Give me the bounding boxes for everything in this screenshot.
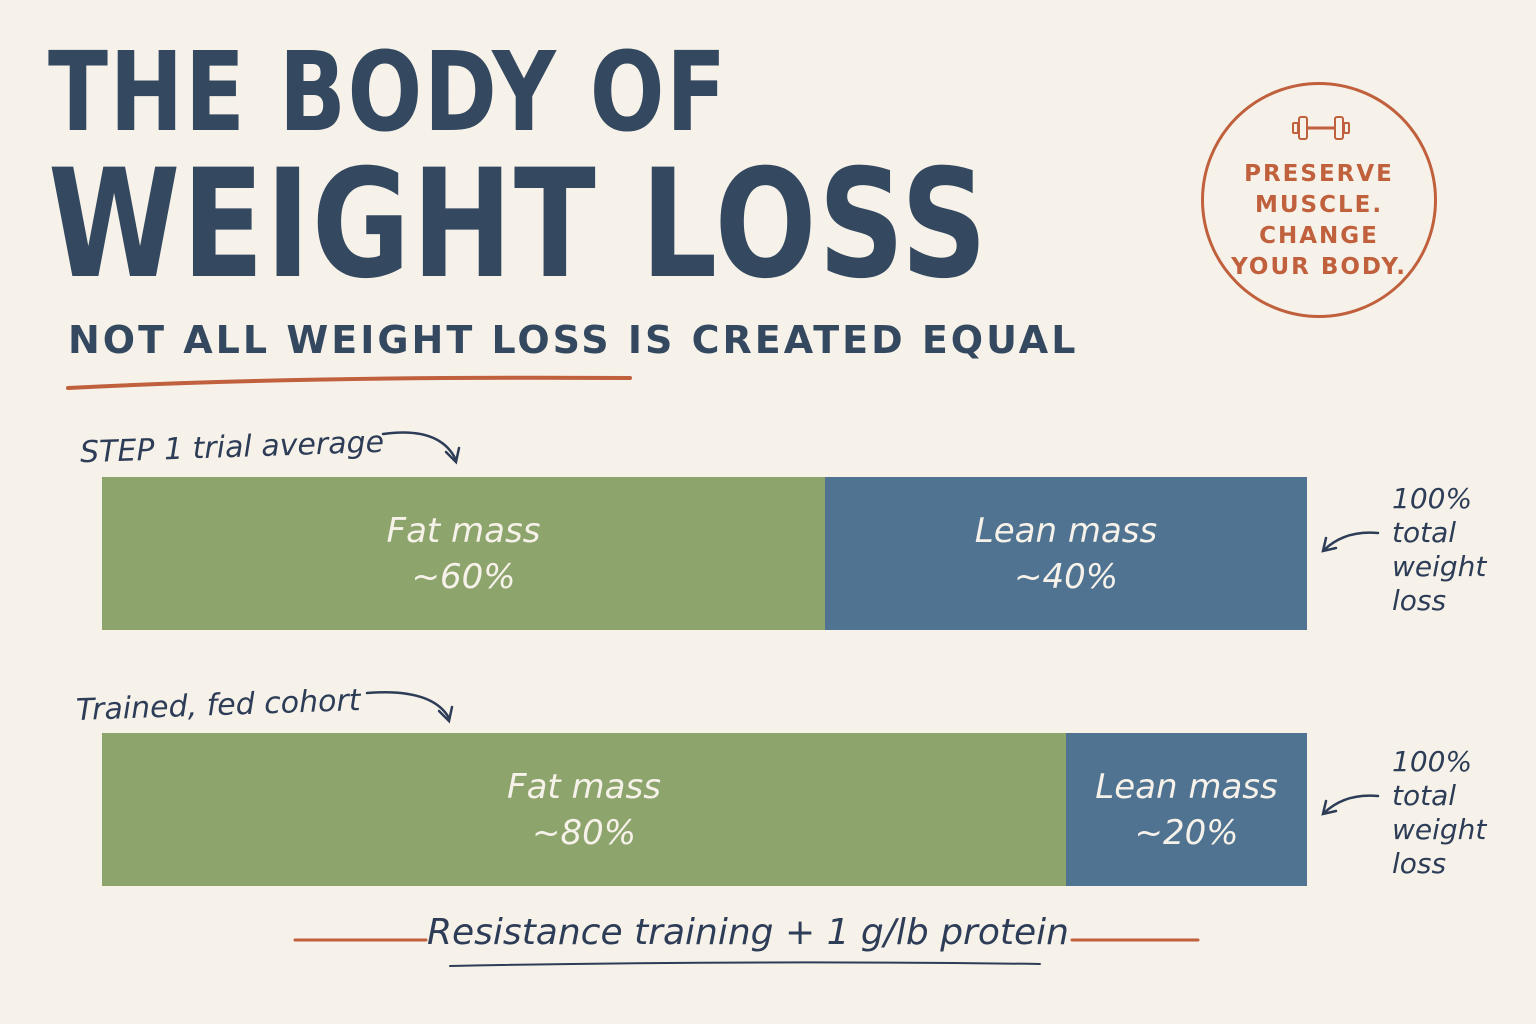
badge-text: PRESERVE MUSCLE. CHANGE YOUR BODY. [1204,159,1434,283]
lean-mass-segment: Lean mass ~40% [825,477,1307,630]
segment-label: Lean mass [974,510,1158,551]
segment-value: ~20% [1134,812,1239,853]
total-note-line: loss [1392,847,1447,880]
badge-line: YOUR BODY. [1231,254,1407,280]
badge-line: PRESERVE [1244,161,1394,187]
total-arrow-2 [1322,794,1380,815]
badge-stamp: PRESERVE MUSCLE. CHANGE YOUR BODY. [1201,82,1437,318]
total-note-2: 100% total weight loss [1392,745,1502,881]
total-note-line: loss [1392,584,1447,617]
caption-arrow-2 [365,691,451,720]
segment-label: Lean mass [1095,766,1278,807]
fat-mass-segment: Fat mass ~60% [102,477,825,630]
total-note-line: 100% [1392,745,1473,778]
total-note-line: weight [1392,813,1487,846]
segment-label: Fat mass [507,766,661,807]
footer-text: Resistance training + 1 g/lb protein [427,912,1069,953]
stacked-bar-trained: Fat mass ~80% Lean mass ~20% [102,733,1307,886]
subtitle: NOT ALL WEIGHT LOSS IS CREATED EQUAL [68,318,1079,362]
total-note-1: 100% total weight loss [1392,482,1502,618]
lean-mass-segment: Lean mass ~20% [1066,733,1307,886]
footer-underline [449,961,1041,967]
caption-arrow-2-head [437,705,454,724]
title-line-1: THE BODY OF [48,28,728,156]
stacked-bar-step1: Fat mass ~60% Lean mass ~40% [102,477,1307,630]
dumbbell-icon [1292,116,1350,140]
segment-value: ~60% [411,556,516,597]
total-arrow-1 [1322,531,1380,552]
segment-value: ~40% [1013,556,1119,597]
total-note-line: total [1392,516,1457,549]
total-note-line: total [1392,779,1457,812]
caption-arrow-1 [381,431,458,462]
caption-arrow-1-head [444,446,461,465]
total-arrow-2-head [1321,799,1338,816]
segment-label: Fat mass [386,510,541,551]
total-arrow-1-head [1321,536,1338,553]
total-note-line: weight [1392,550,1487,583]
total-note-line: 100% [1392,482,1473,515]
title-underline [66,375,632,390]
segment-value: ~80% [531,812,637,853]
title-line-2: WEIGHT LOSS [48,138,989,312]
badge-line: CHANGE [1259,223,1379,249]
fat-mass-segment: Fat mass ~80% [102,733,1066,886]
badge-line: MUSCLE. [1254,192,1384,218]
